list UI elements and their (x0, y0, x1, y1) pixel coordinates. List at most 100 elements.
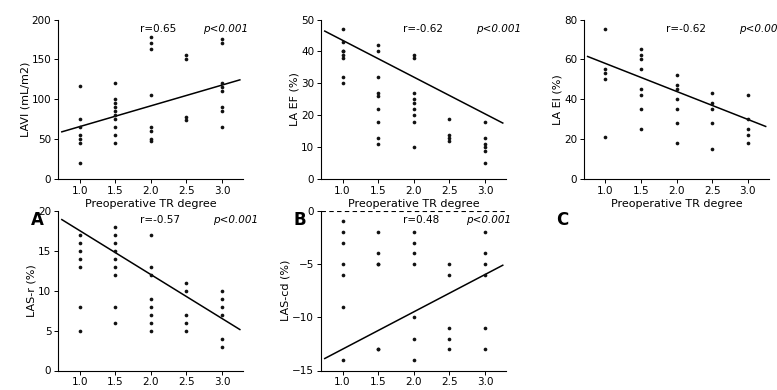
Point (635, 86, 647, 92)
Text: p<0.001: p<0.001 (465, 215, 510, 225)
Point (443, 131, 455, 138)
Point (336, 26, 349, 32)
Point (180, 311, 193, 317)
Point (372, 261, 385, 267)
Point (372, 346, 385, 352)
Text: p<0.001: p<0.001 (203, 24, 248, 34)
Point (336, 55, 349, 61)
Point (109, 116, 121, 122)
Point (216, 311, 228, 317)
Point (73, 116, 85, 122)
Point (372, 346, 385, 352)
Point (706, 120, 719, 126)
Point (443, 138, 455, 144)
Point (372, 48, 385, 55)
Point (443, 115, 455, 122)
Point (372, 141, 385, 147)
Point (372, 74, 385, 80)
Point (216, 287, 228, 294)
Point (479, 147, 491, 154)
Text: r=0.48: r=0.48 (402, 215, 442, 225)
Point (109, 140, 121, 147)
Point (599, 27, 611, 33)
Point (336, 48, 349, 55)
Point (336, 48, 349, 55)
Text: p<0.001: p<0.001 (739, 24, 777, 34)
Point (180, 52, 193, 58)
Point (216, 88, 228, 94)
Point (635, 92, 647, 99)
Point (216, 41, 228, 47)
Point (109, 104, 121, 111)
Point (479, 271, 491, 278)
Point (216, 36, 228, 43)
Point (443, 261, 455, 267)
Point (336, 239, 349, 246)
Point (479, 141, 491, 147)
Point (109, 231, 121, 238)
Point (216, 84, 228, 90)
Point (73, 136, 85, 142)
Point (73, 140, 85, 147)
Point (216, 80, 228, 87)
Point (180, 114, 193, 120)
Point (671, 120, 683, 126)
Point (372, 106, 385, 112)
Point (109, 247, 121, 254)
Point (109, 112, 121, 119)
Point (408, 119, 420, 125)
Point (443, 335, 455, 342)
Point (479, 160, 491, 167)
Point (671, 72, 683, 78)
Point (145, 271, 157, 278)
Point (73, 231, 85, 238)
Point (443, 271, 455, 278)
Point (479, 229, 491, 235)
Point (180, 117, 193, 123)
Point (180, 287, 193, 294)
Text: p<0.001: p<0.001 (213, 215, 258, 225)
Point (408, 335, 420, 342)
Point (109, 239, 121, 246)
Point (145, 264, 157, 270)
Point (408, 90, 420, 96)
Text: B: B (294, 211, 306, 229)
Point (635, 52, 647, 58)
Point (479, 144, 491, 151)
Point (145, 41, 157, 47)
Point (145, 327, 157, 333)
Point (408, 261, 420, 267)
Point (372, 119, 385, 125)
Point (443, 135, 455, 141)
Point (671, 96, 683, 103)
Point (109, 271, 121, 278)
Point (216, 104, 228, 111)
Point (73, 239, 85, 246)
Point (145, 231, 157, 238)
Point (706, 90, 719, 97)
Point (73, 160, 85, 167)
Point (671, 106, 683, 113)
Point (336, 218, 349, 224)
Point (479, 119, 491, 125)
Point (635, 46, 647, 53)
X-axis label: Preoperative TR degree: Preoperative TR degree (85, 199, 217, 209)
Point (336, 80, 349, 87)
Point (180, 57, 193, 63)
Text: r=0.65: r=0.65 (140, 24, 179, 34)
Point (336, 271, 349, 278)
Point (408, 357, 420, 363)
Point (145, 136, 157, 142)
Point (372, 135, 385, 141)
Point (73, 124, 85, 131)
Point (109, 132, 121, 138)
Point (109, 303, 121, 310)
Point (635, 126, 647, 133)
Point (706, 100, 719, 106)
Point (145, 311, 157, 317)
Point (408, 112, 420, 119)
X-axis label: Preoperative TR degree: Preoperative TR degree (348, 199, 479, 209)
Point (408, 99, 420, 106)
Point (742, 140, 754, 147)
Point (336, 51, 349, 58)
